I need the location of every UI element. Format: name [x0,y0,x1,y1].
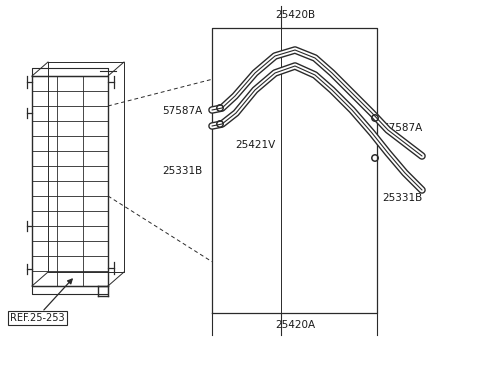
Text: 25420A: 25420A [275,320,315,330]
Text: 57587A: 57587A [162,106,202,116]
Text: 25420B: 25420B [275,10,315,20]
Text: 57587A: 57587A [382,123,422,133]
Text: 25331B: 25331B [382,193,422,203]
Text: 25331B: 25331B [162,166,202,176]
Text: 25421V: 25421V [235,140,275,150]
Text: REF.25-253: REF.25-253 [10,313,65,323]
